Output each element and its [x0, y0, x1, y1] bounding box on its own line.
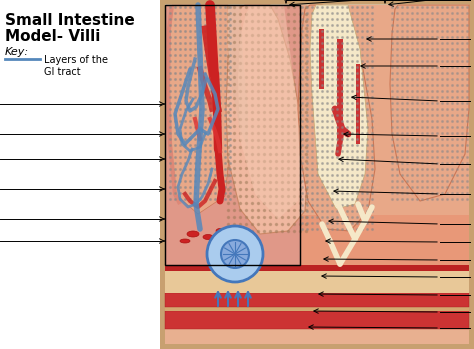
Bar	[165, 5, 300, 265]
Ellipse shape	[203, 235, 213, 239]
Polygon shape	[310, 5, 368, 209]
Bar	[165, 307, 469, 311]
Bar	[165, 5, 300, 265]
FancyArrow shape	[337, 39, 343, 139]
Polygon shape	[298, 5, 375, 231]
Bar	[0, 0, 160, 349]
Bar	[160, 0, 474, 349]
Bar	[165, 5, 469, 215]
Bar	[165, 311, 469, 329]
Bar	[165, 293, 469, 307]
Circle shape	[207, 226, 263, 282]
Bar	[165, 314, 469, 344]
FancyArrow shape	[356, 64, 360, 144]
Polygon shape	[228, 5, 248, 149]
Ellipse shape	[216, 229, 224, 233]
Ellipse shape	[187, 231, 199, 237]
Text: Small Intestine: Small Intestine	[5, 13, 135, 28]
Polygon shape	[238, 5, 302, 219]
Bar	[165, 4, 469, 269]
Circle shape	[221, 240, 249, 268]
FancyArrow shape	[319, 29, 325, 89]
Bar	[165, 271, 469, 293]
Text: Model- Villi: Model- Villi	[5, 29, 100, 44]
Text: Layers of the
GI tract: Layers of the GI tract	[44, 55, 108, 76]
Bar	[165, 247, 469, 265]
Bar	[165, 329, 469, 344]
Polygon shape	[226, 5, 308, 234]
Ellipse shape	[180, 239, 190, 243]
Polygon shape	[390, 5, 469, 201]
Text: Key:: Key:	[5, 47, 29, 57]
Bar	[165, 5, 469, 344]
Bar	[165, 215, 469, 265]
Bar	[165, 265, 469, 271]
Polygon shape	[168, 5, 232, 214]
